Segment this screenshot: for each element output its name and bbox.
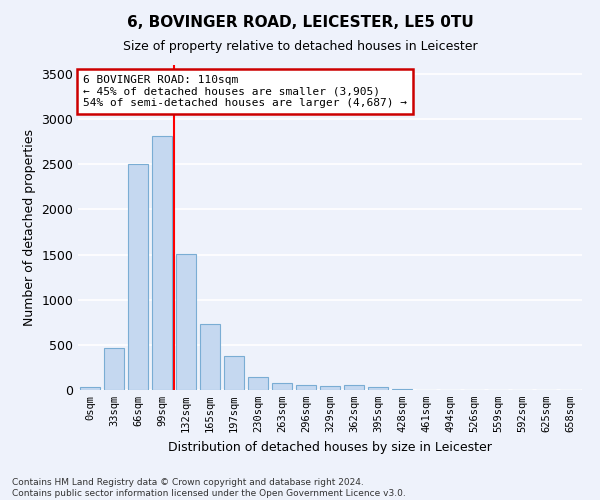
Bar [248, 378, 268, 390]
X-axis label: Distribution of detached houses by size in Leicester: Distribution of detached houses by size … [168, 440, 492, 454]
Bar [152, 136, 172, 390]
Bar [296, 386, 316, 390]
Bar [80, 388, 100, 390]
Bar [200, 324, 220, 390]
Bar [272, 383, 292, 390]
Text: Contains HM Land Registry data © Crown copyright and database right 2024.
Contai: Contains HM Land Registry data © Crown c… [12, 478, 406, 498]
Bar [344, 386, 364, 390]
Bar [224, 356, 244, 390]
Bar [320, 386, 340, 390]
Bar [128, 164, 148, 390]
Bar [176, 254, 196, 390]
Text: Size of property relative to detached houses in Leicester: Size of property relative to detached ho… [122, 40, 478, 53]
Bar [104, 348, 124, 390]
Bar [392, 389, 412, 390]
Y-axis label: Number of detached properties: Number of detached properties [23, 129, 36, 326]
Text: 6, BOVINGER ROAD, LEICESTER, LE5 0TU: 6, BOVINGER ROAD, LEICESTER, LE5 0TU [127, 15, 473, 30]
Text: 6 BOVINGER ROAD: 110sqm
← 45% of detached houses are smaller (3,905)
54% of semi: 6 BOVINGER ROAD: 110sqm ← 45% of detache… [83, 74, 407, 108]
Bar [368, 388, 388, 390]
